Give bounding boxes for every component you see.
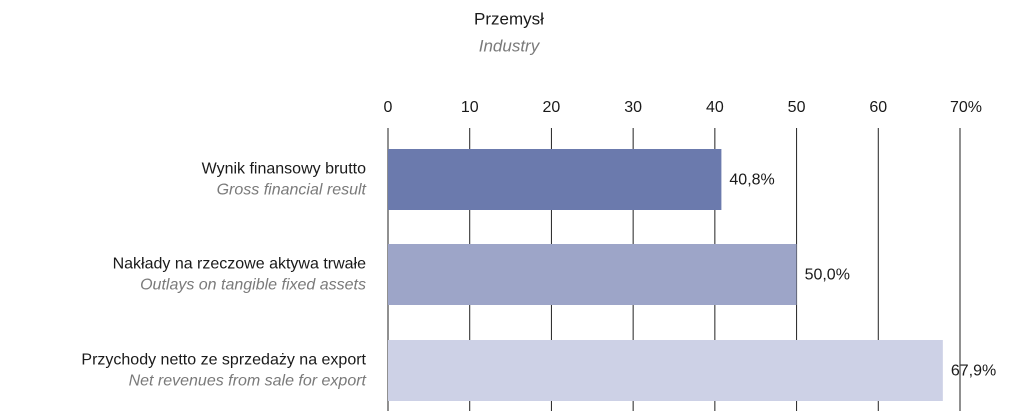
chart-title: Przemysł	[474, 9, 544, 28]
bar	[388, 149, 722, 210]
category-label: Przychody netto ze sprzedaży na export	[81, 352, 366, 369]
category-translation: Outlays on tangible fixed assets	[140, 277, 366, 294]
x-tick-label: 10	[461, 99, 479, 116]
category-translation: Gross financial result	[217, 182, 367, 199]
category-label: Wynik finansowy brutto	[202, 161, 366, 178]
x-tick-label: 60	[869, 99, 887, 116]
x-tick-label: 20	[543, 99, 561, 116]
x-tick-label: 40	[706, 99, 724, 116]
category-label: Nakłady na rzeczowe aktywa trwałe	[113, 256, 367, 273]
category-translation: Net revenues from sale for export	[129, 373, 367, 390]
x-tick-label: 0	[384, 99, 393, 116]
bar	[388, 244, 797, 305]
data-label: 40,8%	[729, 172, 774, 189]
chart-subtitle: Industry	[479, 36, 541, 55]
x-tick-label: 50	[788, 99, 806, 116]
data-label: 50,0%	[805, 267, 850, 284]
data-label: 67,9%	[951, 363, 996, 380]
x-tick-label: 70%	[950, 99, 982, 116]
bar	[388, 340, 943, 401]
x-tick-label: 30	[624, 99, 642, 116]
